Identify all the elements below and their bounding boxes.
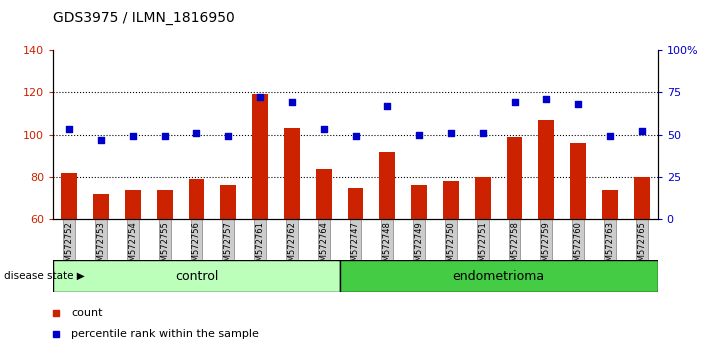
Point — [318, 127, 329, 132]
Text: disease state ▶: disease state ▶ — [4, 271, 85, 281]
Point — [255, 94, 266, 100]
Point — [287, 99, 298, 105]
Bar — [411, 185, 427, 219]
Text: endometrioma: endometrioma — [453, 270, 545, 282]
Text: percentile rank within the sample: percentile rank within the sample — [71, 329, 260, 339]
Point — [127, 133, 139, 139]
Point — [223, 133, 234, 139]
Bar — [443, 181, 459, 219]
Point — [477, 130, 488, 136]
Bar — [188, 179, 205, 219]
Point — [572, 101, 584, 107]
Bar — [53, 260, 340, 292]
Bar — [634, 177, 650, 219]
Point — [159, 133, 171, 139]
Bar — [93, 194, 109, 219]
Point — [191, 130, 202, 136]
Bar — [538, 120, 555, 219]
Point — [604, 133, 616, 139]
Point — [540, 96, 552, 102]
Point — [413, 132, 424, 137]
Text: control: control — [175, 270, 218, 282]
Point — [382, 103, 393, 108]
Bar — [284, 128, 300, 219]
Point — [63, 127, 75, 132]
Bar — [602, 190, 618, 219]
Bar — [156, 190, 173, 219]
Bar — [61, 173, 77, 219]
Bar — [340, 260, 658, 292]
Bar — [348, 188, 363, 219]
Point — [509, 99, 520, 105]
Text: count: count — [71, 308, 103, 318]
Bar — [475, 177, 491, 219]
Bar — [570, 143, 586, 219]
Bar — [252, 94, 268, 219]
Point — [445, 130, 456, 136]
Bar — [316, 169, 331, 219]
Point — [350, 133, 361, 139]
Bar — [125, 190, 141, 219]
Point — [636, 128, 648, 134]
Text: GDS3975 / ILMN_1816950: GDS3975 / ILMN_1816950 — [53, 11, 235, 25]
Bar — [220, 185, 236, 219]
Point — [95, 137, 107, 142]
Bar — [380, 152, 395, 219]
Bar — [506, 137, 523, 219]
